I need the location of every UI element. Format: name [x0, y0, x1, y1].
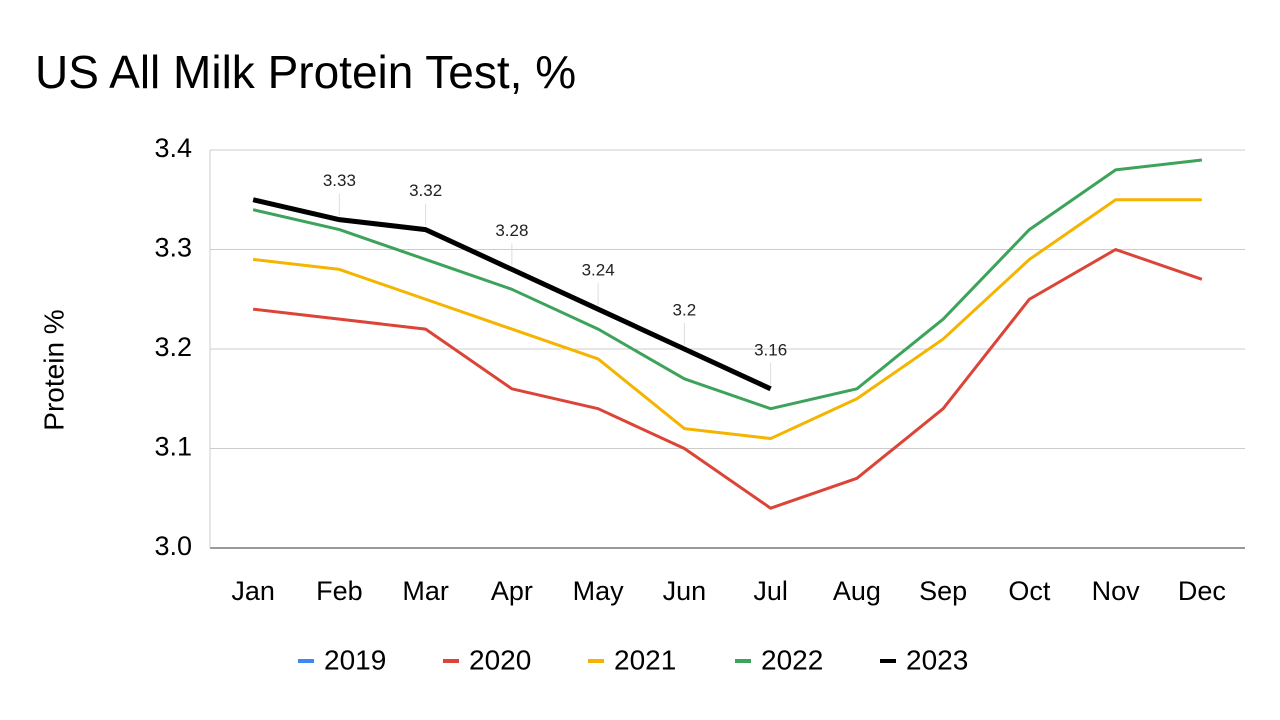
x-tick-label: Apr [491, 576, 533, 606]
y-tick-label: 3.3 [154, 233, 192, 263]
x-tick-label: Feb [316, 576, 363, 606]
series-line [252, 198, 1202, 441]
x-tick-label: May [573, 576, 625, 606]
legend-label: 2022 [761, 644, 823, 675]
y-axis-label: Protein % [38, 309, 69, 430]
data-label: 3.32 [409, 181, 442, 200]
series-line [252, 248, 1203, 510]
legend-label: 2020 [469, 644, 531, 675]
x-tick-label: Mar [402, 576, 449, 606]
data-label: 3.28 [495, 221, 528, 240]
chart-title: US All Milk Protein Test, % [35, 46, 576, 98]
y-tick-label: 3.4 [154, 133, 192, 163]
data-label: 3.2 [673, 300, 697, 319]
x-tick-label: Oct [1008, 576, 1051, 606]
data-label: 3.33 [323, 171, 356, 190]
legend-label: 2023 [906, 644, 968, 675]
y-tick-label: 3.0 [154, 531, 192, 561]
series-line [252, 197, 772, 392]
y-tick-label: 3.1 [154, 432, 192, 462]
x-tick-label: Dec [1178, 576, 1226, 606]
y-tick-label: 3.2 [154, 332, 192, 362]
data-label: 3.16 [754, 340, 787, 359]
x-tick-label: Nov [1092, 576, 1141, 606]
x-tick-label: Jan [231, 576, 275, 606]
legend-label: 2021 [614, 644, 676, 675]
data-label: 3.24 [582, 261, 615, 280]
x-tick-label: Sep [919, 576, 967, 606]
x-tick-label: Jul [753, 576, 788, 606]
legend-label: 2019 [324, 644, 386, 675]
series-line [252, 158, 1203, 411]
x-tick-label: Aug [833, 576, 881, 606]
x-tick-label: Jun [663, 576, 707, 606]
